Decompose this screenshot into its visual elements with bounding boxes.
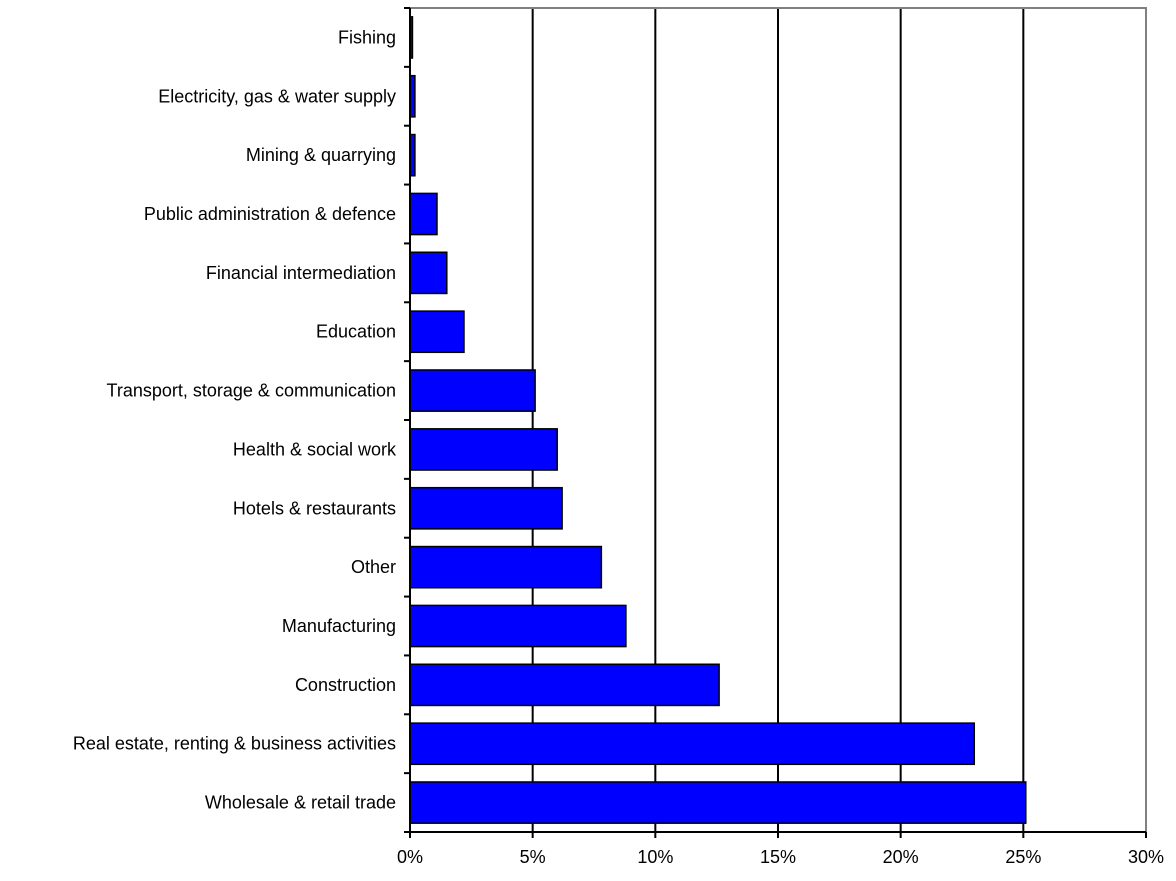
- category-labels: Fishing Electricity, gas & water supply Mi…: [73, 27, 397, 812]
- bar: [409, 251, 448, 295]
- bar: [409, 722, 976, 766]
- category-label: Mining & quarrying: [246, 145, 396, 165]
- bar: [409, 310, 465, 354]
- x-tick-label: 10%: [637, 847, 673, 867]
- bar: [409, 428, 558, 471]
- bar: [409, 545, 603, 589]
- x-tick-label: 20%: [883, 847, 919, 867]
- category-label: Public administration & defence: [144, 204, 396, 224]
- category-label: Education: [316, 322, 396, 342]
- x-tick-label: 30%: [1128, 847, 1164, 867]
- bar: [409, 781, 1027, 824]
- x-tick-label: 0%: [397, 847, 423, 867]
- category-label: Financial intermediation: [206, 263, 396, 283]
- x-tick-label: 25%: [1005, 847, 1041, 867]
- category-label: Real estate, renting & business activiti…: [73, 734, 396, 754]
- category-label: Electricity, gas & water supply: [158, 86, 396, 106]
- category-label: Manufacturing: [282, 616, 396, 636]
- bar: [409, 192, 438, 236]
- category-label: Construction: [295, 675, 396, 695]
- x-tick-label: 15%: [760, 847, 796, 867]
- category-label: Transport, storage & communication: [107, 381, 396, 401]
- bar: [409, 604, 627, 648]
- category-label: Wholesale & retail trade: [205, 793, 396, 813]
- category-label: Hotels & restaurants: [233, 498, 396, 518]
- bar: [409, 486, 563, 530]
- bar: [409, 369, 536, 412]
- bar: [409, 663, 720, 707]
- bars: [409, 16, 1027, 824]
- gridlines: [531, 8, 1025, 832]
- category-label: Other: [351, 557, 396, 577]
- category-label: Fishing: [338, 27, 396, 47]
- x-tick-label: 5%: [520, 847, 546, 867]
- category-axis: [404, 7, 1147, 838]
- category-label: Health & social work: [233, 439, 397, 459]
- x-axis-tick-labels: 0% 5% 10% 15% 20% 25% 30%: [397, 847, 1164, 867]
